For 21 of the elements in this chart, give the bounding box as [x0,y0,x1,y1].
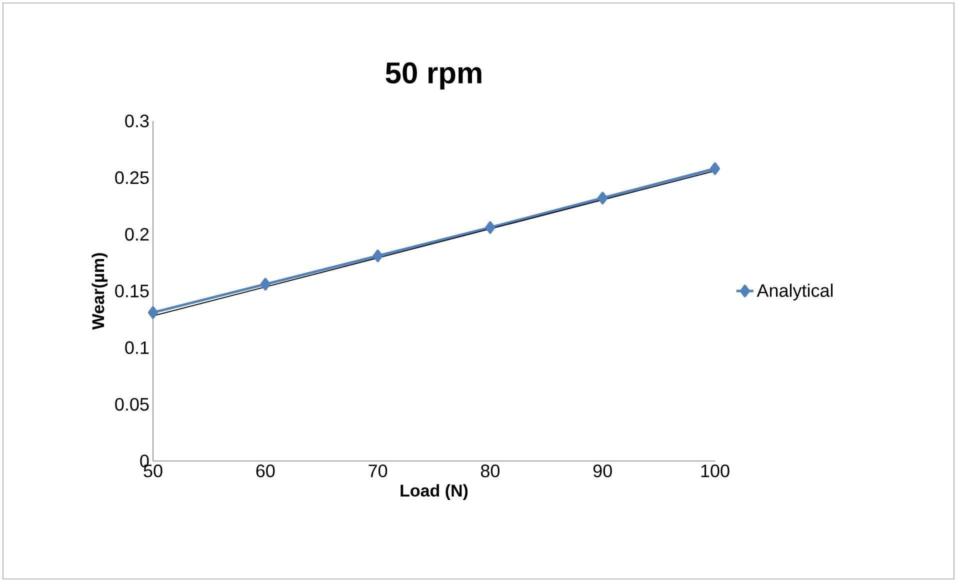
point [710,162,720,175]
chart-title: 50 rpm [386,62,482,90]
point [598,192,608,204]
y-tick-label: 0.15 [115,284,149,298]
y-tick-label: 0.1 [125,341,149,354]
y-axis-title: Wear(µm) [92,253,108,330]
legend-label: Analytical [756,284,833,301]
x-tick-label: 60 [256,464,275,478]
point [485,221,496,234]
y-tick-label: 0.25 [115,171,149,184]
x-tick-label: 70 [368,464,388,478]
point [260,278,270,290]
x-tick-label: 90 [593,464,612,478]
point [372,250,383,262]
y-tick-label: 0.3 [125,114,149,128]
x-tick-label: 80 [480,464,500,478]
x-tick-label: 100 [701,464,730,478]
x-axis-title: Load (N) [400,484,468,500]
y-tick-label: 0.05 [115,398,149,411]
y-tick-label: 0.2 [125,228,149,241]
point [148,306,158,319]
